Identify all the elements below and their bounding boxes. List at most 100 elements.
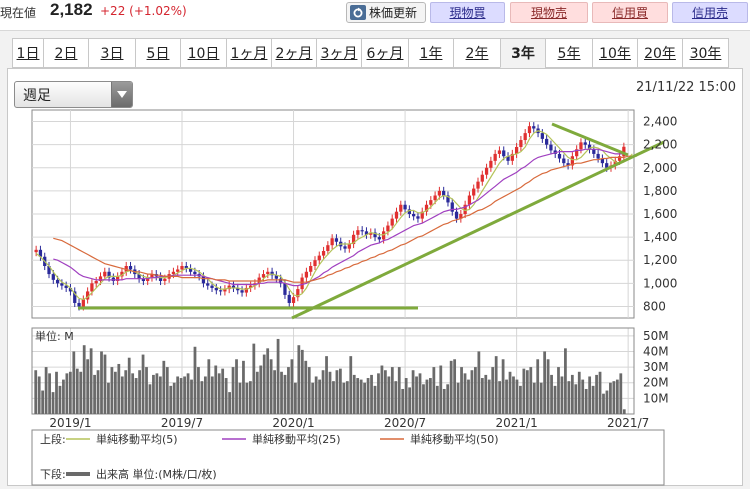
volume-bar [34, 370, 38, 414]
candle-body [81, 299, 85, 307]
volume-bar [127, 357, 131, 414]
tab-10y[interactable]: 10年 [592, 38, 637, 68]
volume-bar [480, 378, 484, 414]
tab-20y[interactable]: 20年 [637, 38, 682, 68]
volume-bar [553, 385, 557, 414]
candle-body [249, 285, 253, 288]
volume-bar [363, 382, 367, 414]
volume-bar [255, 371, 259, 414]
volume-bar [152, 374, 155, 414]
volume-bar [300, 349, 304, 414]
volume-bar [183, 376, 186, 414]
price-header: 現在値 2,182 +22 (+1.02%) 株価更新 現物買 現物売 信用買 … [0, 0, 750, 26]
uptrend-line [291, 140, 665, 320]
volume-bar [37, 376, 41, 414]
volume-bar [539, 382, 543, 414]
volume-bar [588, 376, 592, 414]
tab-1y[interactable]: 1年 [408, 38, 453, 68]
volume-bar [557, 367, 560, 414]
volume-bar [463, 373, 467, 414]
volume-bar [44, 367, 48, 414]
candle-body [489, 160, 493, 168]
volume-bar [356, 378, 360, 414]
tab-5y[interactable]: 5年 [545, 38, 592, 68]
tab-2y[interactable]: 2年 [453, 38, 500, 68]
volume-bar [564, 348, 567, 414]
tab-30y[interactable]: 30年 [682, 38, 729, 68]
candle-body [210, 285, 214, 288]
cash-buy-button[interactable]: 現物買 [430, 2, 505, 23]
volume-bar [276, 338, 280, 414]
legend-volume: 出来高 単位:(M株/口/枚) [96, 467, 217, 481]
candle-body [158, 276, 163, 282]
margin-sell-button[interactable]: 信用売 [672, 2, 748, 23]
tab-5d[interactable]: 5日 [135, 38, 180, 68]
cash-sell-button[interactable]: 現物売 [510, 2, 588, 23]
volume-bar [529, 367, 533, 414]
volume-bar [318, 379, 321, 414]
candle-body [261, 274, 266, 278]
candle-body [579, 142, 583, 150]
candle-body [64, 285, 68, 288]
volume-bar [418, 373, 422, 414]
tab-10d[interactable]: 10日 [180, 38, 226, 68]
volume-bar [169, 385, 173, 414]
candle-body [497, 150, 502, 154]
volume-bar [65, 373, 69, 414]
volume-bar [86, 359, 90, 414]
volume-bar [584, 388, 588, 414]
tab-3d[interactable]: 3日 [88, 38, 135, 68]
candle-body [506, 156, 510, 161]
tab-1d[interactable]: 1日 [12, 38, 43, 68]
candle-body [502, 150, 506, 157]
volume-bar [314, 376, 318, 414]
volume-unit-label: 単位: M [35, 329, 74, 343]
volume-bar [560, 376, 564, 414]
candle-body [128, 266, 133, 270]
margin-buy-button[interactable]: 信用買 [592, 2, 668, 23]
tab-1m[interactable]: 1ヶ月 [226, 38, 271, 68]
candle-body [107, 271, 111, 278]
volume-bar [498, 381, 502, 414]
volume-bar [435, 385, 439, 414]
candle-body [592, 149, 596, 154]
candle-body [206, 283, 210, 286]
volume-bar [311, 382, 315, 414]
update-price-button[interactable]: 株価更新 [346, 2, 426, 23]
volume-bar [404, 378, 408, 414]
candle-body [223, 289, 227, 292]
volume-bar [522, 368, 526, 414]
volume-bar [384, 370, 387, 414]
tab-2d[interactable]: 2日 [43, 38, 88, 68]
candle-body [94, 281, 98, 284]
candle-body [424, 204, 429, 212]
candle-body [300, 277, 304, 290]
volume-bar [242, 360, 245, 414]
candle-body [429, 200, 433, 205]
candle-body [523, 133, 527, 141]
volume-tick-label: 20M [643, 376, 669, 390]
volume-tick-label: 50M [643, 329, 669, 343]
volume-bar [380, 365, 384, 414]
candle-body [600, 158, 605, 164]
tab-3m[interactable]: 3ヶ月 [316, 38, 361, 68]
volume-bar [491, 367, 495, 414]
candle-body [334, 238, 339, 242]
legend-lower-label: 下段: [40, 467, 66, 481]
volume-bar [297, 345, 301, 414]
candle-body [283, 283, 287, 295]
tab-2m[interactable]: 2ヶ月 [271, 38, 316, 68]
tab-6m[interactable]: 6ヶ月 [361, 38, 408, 68]
candle-body [532, 126, 536, 129]
volume-bar [120, 376, 124, 414]
volume-bar [96, 370, 100, 414]
candle-body [171, 271, 176, 275]
volume-bar [439, 365, 443, 414]
volume-bar [477, 351, 481, 414]
volume-bar [141, 354, 145, 414]
volume-bar [158, 376, 162, 414]
candle-body [38, 249, 43, 257]
volume-bar [332, 381, 335, 414]
interval-select[interactable]: 週足 [14, 81, 133, 108]
tab-3y[interactable]: 3年 [500, 38, 545, 68]
